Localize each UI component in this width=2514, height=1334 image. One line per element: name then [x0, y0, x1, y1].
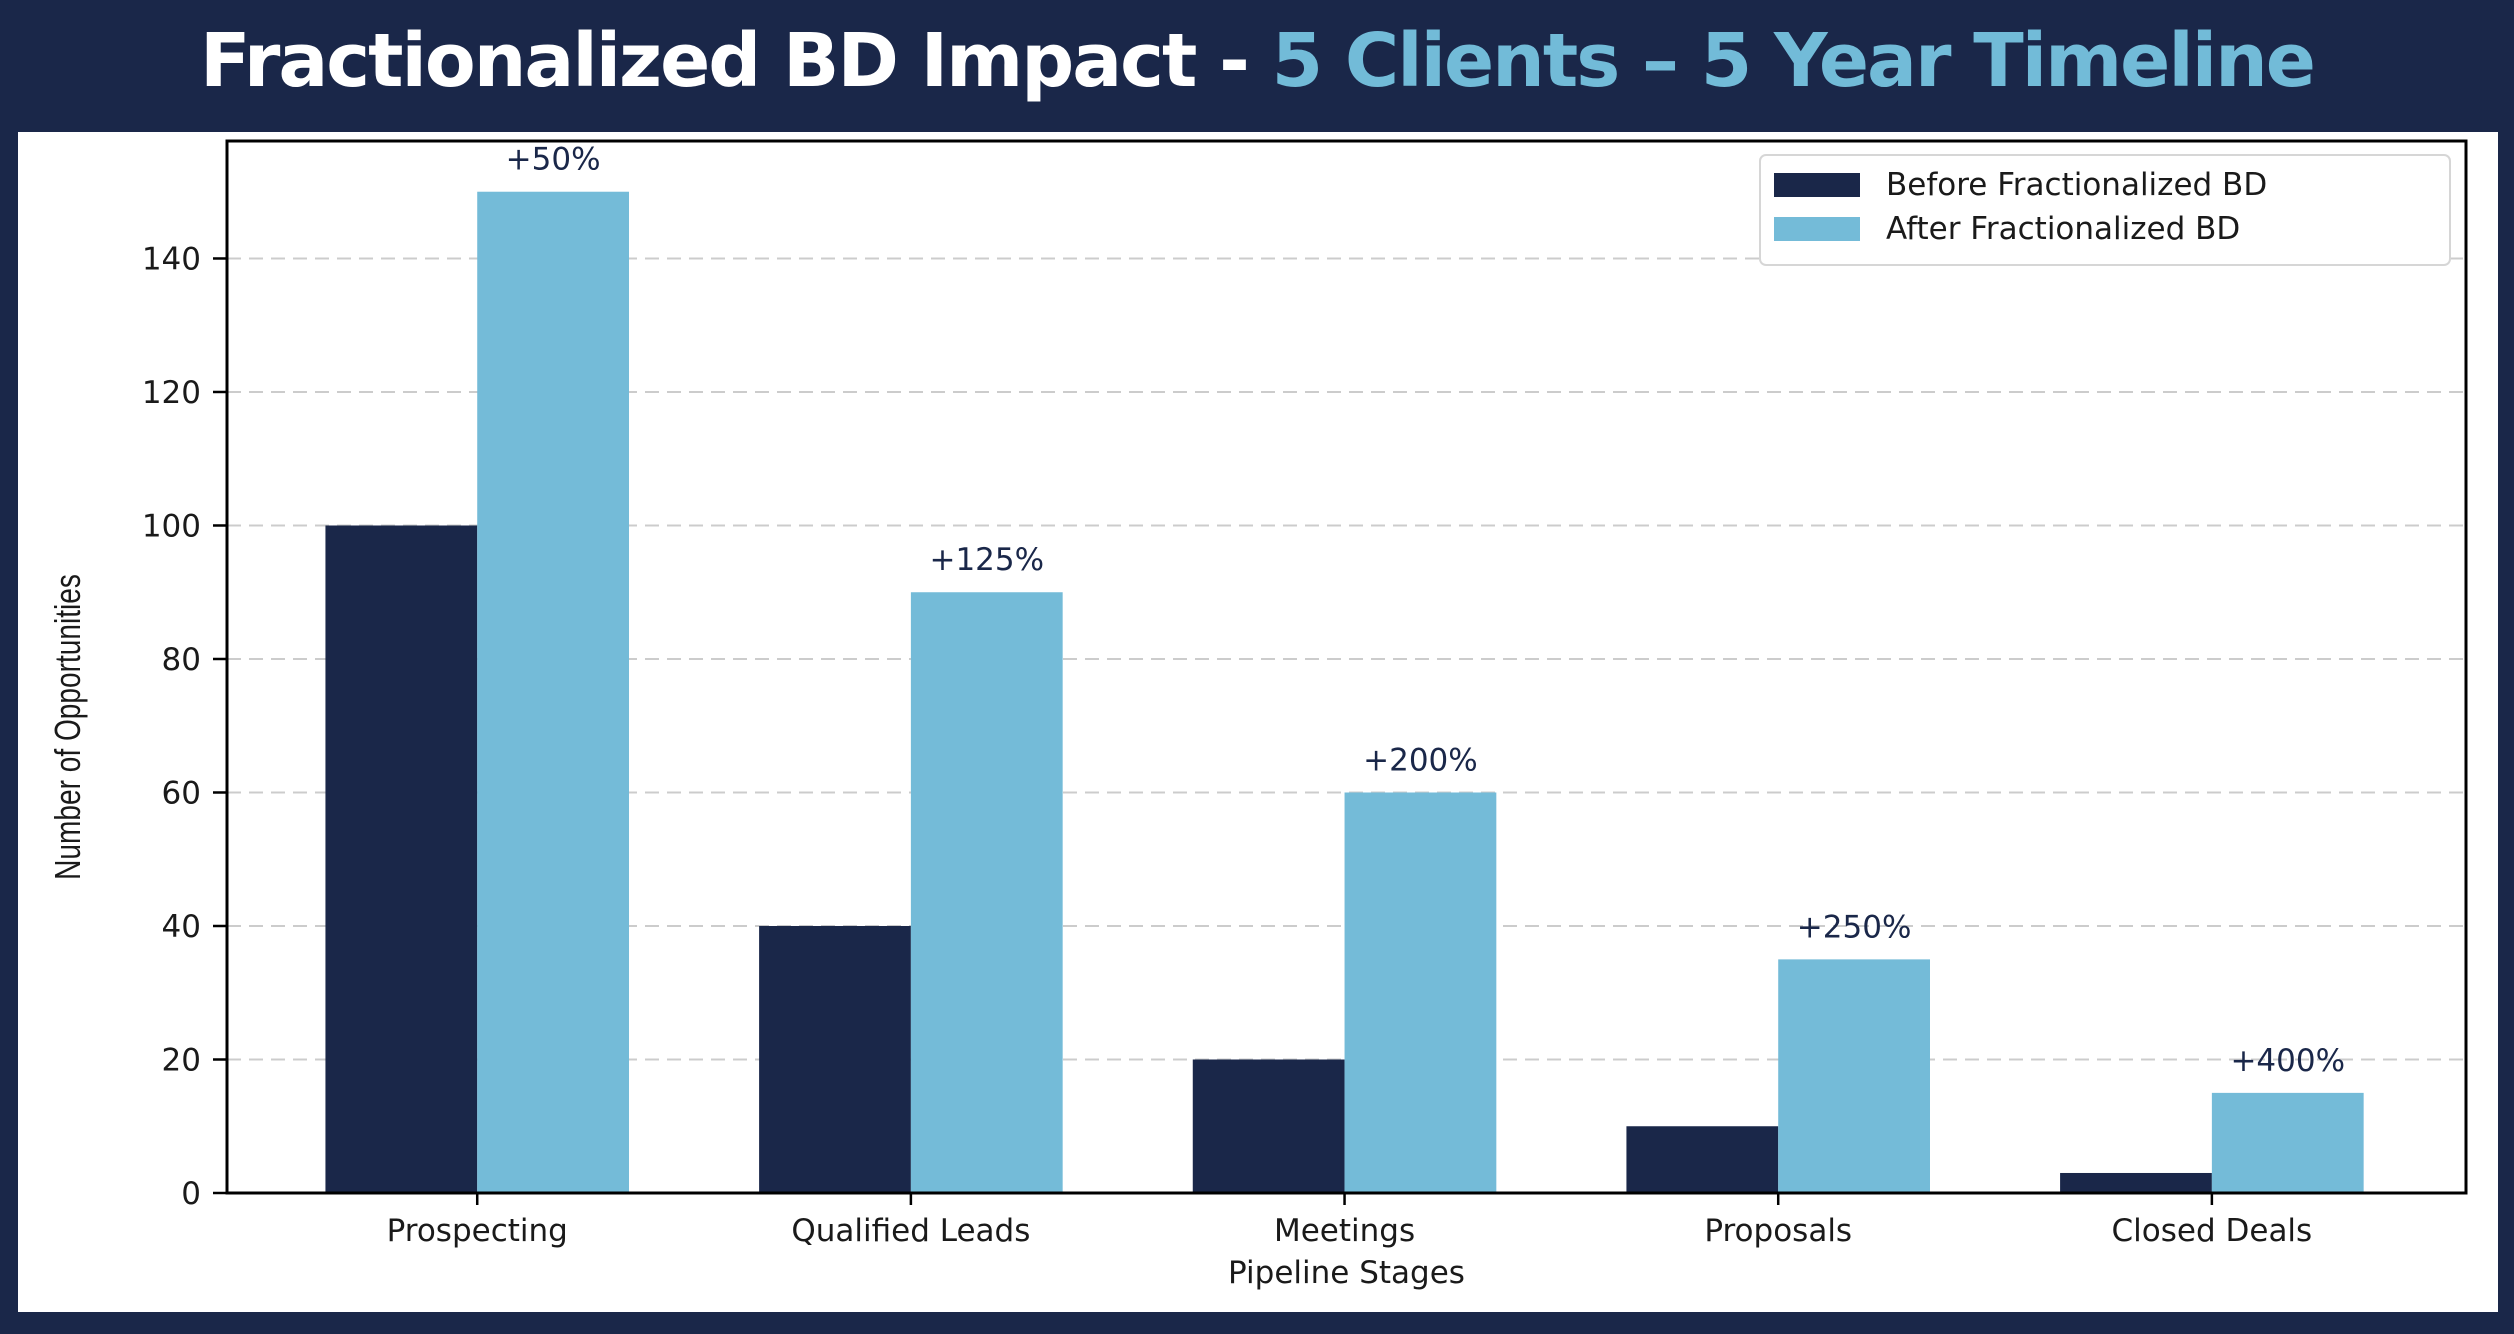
bar-after — [2211, 1092, 2364, 1193]
bar-annotation: +200% — [1363, 742, 1478, 778]
x-tick-label: Prospecting — [387, 1213, 568, 1249]
legend-label-before: Before Fractionalized BD — [1886, 167, 2267, 203]
y-tick-label: 120 — [142, 375, 201, 411]
y-tick-label: 0 — [181, 1176, 201, 1212]
bar-chart: +50% +125% +200% +250% +400% 0 20 40 60 80 100 120… — [48, 139, 2468, 1291]
bar-annotation: +250% — [1797, 909, 1912, 945]
bar-before — [2060, 1172, 2212, 1193]
bar-before — [1192, 1059, 1345, 1193]
legend-label-after: After Fractionalized BD — [1886, 211, 2240, 247]
x-tick-label: Meetings — [1274, 1213, 1415, 1249]
y-tick-label: 140 — [142, 241, 201, 277]
y-tick-label: 40 — [162, 909, 201, 945]
bar-after — [477, 191, 630, 1193]
x-tick-label: Proposals — [1704, 1213, 1852, 1249]
bar-before — [1626, 1126, 1779, 1193]
axes — [225, 139, 2468, 1195]
legend-frame — [1759, 154, 2451, 266]
title-main: Fractionalized BD Impact - — [200, 18, 1272, 104]
bar-before — [759, 925, 911, 1193]
bar-annotations: +50% +125% +200% +250% +400% — [506, 142, 2345, 1079]
page-title: Fractionalized BD Impact - 5 Clients – 5… — [200, 18, 2316, 104]
y-tick-label: 20 — [162, 1042, 201, 1078]
legend-swatch-before — [1774, 173, 1860, 197]
x-axis-title: Pipeline Stages — [1228, 1255, 1465, 1291]
bar-annotation: +125% — [929, 542, 1044, 578]
bar-before — [325, 525, 478, 1193]
x-tick-label: Closed Deals — [2112, 1213, 2313, 1249]
bar-annotation: +50% — [506, 142, 601, 178]
title-separator: – — [1618, 18, 1701, 104]
ticks: 0 20 40 60 80 100 120 140 Prospecting Qualified L… — [142, 241, 2312, 1249]
bars — [325, 191, 2364, 1193]
y-tick-label: 80 — [162, 642, 201, 678]
legend-swatch-after — [1774, 217, 1860, 241]
legend: Before Fractionalized BD After Fractional… — [1759, 154, 2451, 266]
bar-after — [1344, 792, 1497, 1193]
bar-after — [910, 592, 1063, 1193]
x-tick-label: Qualified Leads — [791, 1213, 1030, 1249]
bar-after — [1778, 959, 1930, 1193]
y-tick-label: 60 — [162, 775, 201, 811]
header-banner: Fractionalized BD Impact - 5 Clients – 5… — [0, 0, 2514, 128]
title-clients: 5 Clients — [1271, 18, 1621, 104]
chart-panel: +50% +125% +200% +250% +400% 0 20 40 60 80 100 120… — [18, 132, 2498, 1312]
plot-frame — [225, 139, 2468, 1195]
y-tick-label: 100 — [142, 508, 201, 544]
bar-annotation: +400% — [2230, 1043, 2345, 1079]
title-timeline: 5 Year Timeline — [1700, 18, 2316, 104]
y-axis-title: Number of Opportunities — [48, 574, 88, 880]
